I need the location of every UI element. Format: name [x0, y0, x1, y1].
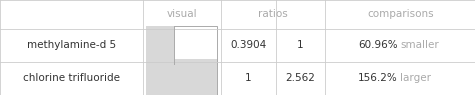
Text: ratios: ratios	[258, 9, 288, 19]
Bar	[146, 59, 217, 95]
Text: larger: larger	[400, 73, 431, 83]
Text: 1: 1	[297, 40, 304, 50]
Text: 156.2%: 156.2%	[358, 73, 398, 83]
Text: methylamine-d 5: methylamine-d 5	[27, 40, 116, 50]
Bar	[146, 26, 217, 64]
Text: chlorine trifluoride: chlorine trifluoride	[23, 73, 120, 83]
Text: 0.3904: 0.3904	[230, 40, 266, 50]
Text: comparisons: comparisons	[367, 9, 434, 19]
Text: 60.96%: 60.96%	[358, 40, 398, 50]
Bar	[146, 26, 174, 64]
Text: 1: 1	[245, 73, 251, 83]
Text: smaller: smaller	[400, 40, 439, 50]
Text: 2.562: 2.562	[285, 73, 315, 83]
Bar	[146, 59, 217, 95]
Text: visual: visual	[166, 9, 197, 19]
